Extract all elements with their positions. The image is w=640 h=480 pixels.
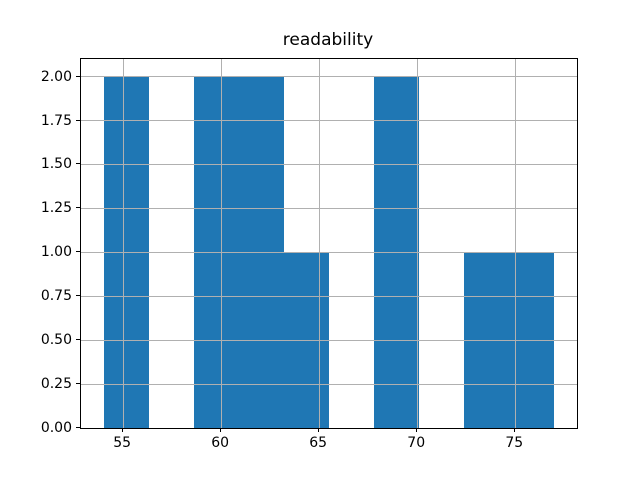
plot-area [80,58,578,429]
y-tick-mark [76,163,80,165]
y-tick-label: 0.75 [40,288,72,305]
y-tick-mark [76,427,80,428]
y-tick-label: 1.00 [40,244,72,261]
gridline-y [81,120,577,121]
gridline-x [220,59,222,428]
x-tick-label: 55 [113,435,132,451]
x-tick-label: 60 [211,435,230,451]
chart-title: readability [282,30,374,50]
y-tick-mark [76,295,80,297]
gridline-y [81,251,577,253]
gridline-y [81,383,577,385]
y-tick-mark [76,207,80,209]
y-tick-mark [76,119,80,121]
y-tick-mark [76,251,80,253]
y-tick-mark [76,339,80,341]
gridline-y [81,207,577,209]
gridline-x [416,59,418,428]
y-tick-label: 0.00 [40,420,72,436]
gridline-y [81,76,577,78]
y-tick-label: 2.00 [40,68,72,85]
y-tick-label: 0.50 [40,332,72,349]
gridline-x [318,59,320,428]
gridline-y [81,163,577,165]
x-tick-mark [220,428,222,432]
x-tick-mark [514,428,516,432]
gridline-y [81,295,577,297]
x-tick-label: 75 [505,435,524,451]
y-tick-label: 0.25 [40,376,72,393]
y-tick-label: 1.25 [40,200,72,217]
y-tick-mark [76,383,80,385]
x-tick-mark [318,428,320,432]
x-tick-label: 65 [309,435,328,451]
y-tick-label: 1.50 [40,156,72,173]
gridline-x [514,59,516,428]
x-tick-mark [122,428,124,432]
y-tick-label: 1.75 [40,112,72,129]
gridline-y [81,427,577,428]
x-tick-label: 70 [407,435,426,451]
gridline-y [81,339,577,341]
y-tick-mark [76,75,80,77]
x-tick-mark [416,428,418,432]
gridline-x [122,59,124,428]
